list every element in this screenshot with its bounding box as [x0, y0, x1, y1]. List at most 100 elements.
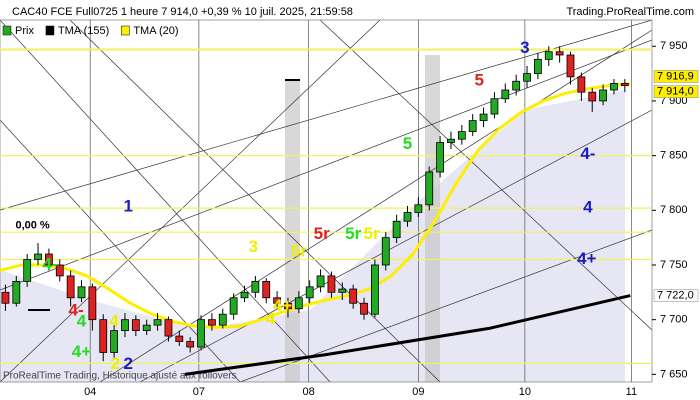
- candle-body: [251, 280, 260, 293]
- candle-body: [23, 259, 32, 282]
- candle-body: [34, 253, 42, 260]
- legend-label: TMA (20): [133, 25, 178, 37]
- annotation: 5r: [314, 224, 330, 243]
- candle-body: [55, 264, 64, 277]
- candle-body: [403, 212, 412, 222]
- annotation: 4+: [72, 342, 91, 361]
- annotation: 5r: [364, 224, 380, 243]
- x-tick-label: 04: [84, 386, 96, 398]
- price-badge-label: 7 916,9: [657, 70, 694, 82]
- chart-title: CAC40 FCE Full0725 1 heure 7 914,0 +0,39…: [12, 6, 353, 18]
- candle-body: [175, 335, 184, 342]
- candle-body: [523, 73, 531, 82]
- gap-band: [285, 80, 300, 382]
- annotation: 4+: [273, 296, 292, 315]
- candle-body: [436, 142, 445, 173]
- annotation: 0,00 %: [15, 220, 49, 232]
- candle-body: [468, 120, 477, 132]
- candle-body: [218, 313, 227, 326]
- annotation: 4: [583, 198, 593, 217]
- legend-label: TMA (155): [58, 25, 109, 37]
- indicator-line: [184, 294, 631, 376]
- candle-body: [360, 302, 368, 315]
- candle-body: [305, 286, 314, 299]
- annotation: 2: [123, 354, 132, 373]
- annotation: 4: [266, 309, 276, 328]
- legend-swatch: [121, 25, 130, 36]
- candle-body: [414, 204, 423, 213]
- y-tick-label: 7 650: [660, 368, 688, 380]
- price-badge-label: 7 722,0: [657, 290, 694, 302]
- annotation: 4: [77, 311, 87, 330]
- y-tick-label: 7 950: [660, 40, 688, 52]
- candle-body: [544, 51, 553, 60]
- candle-body: [316, 275, 325, 288]
- annotation: 4-: [42, 254, 57, 273]
- x-tick-label: 10: [519, 386, 531, 398]
- candle-body: [110, 330, 118, 353]
- candle-body: [425, 171, 434, 206]
- annotation: 4-: [580, 144, 595, 163]
- candle-body: [620, 83, 629, 87]
- annotation: 5: [403, 134, 412, 153]
- candle-body: [197, 319, 205, 348]
- annotation: 1: [123, 196, 132, 215]
- candle-body: [207, 319, 216, 326]
- candle-body: [610, 83, 618, 91]
- x-tick-label: 07: [193, 386, 205, 398]
- candle-body: [273, 297, 282, 304]
- candle-body: [599, 89, 607, 102]
- candle-body: [142, 324, 151, 331]
- source: Trading.ProRealTime.com: [566, 6, 694, 18]
- candle-body: [447, 138, 455, 143]
- candle-body: [577, 76, 586, 93]
- candle-body: [284, 302, 292, 310]
- y-tick-label: 7 750: [660, 259, 688, 271]
- candle-body: [121, 319, 129, 331]
- candle-body: [512, 80, 521, 91]
- candle-body: [240, 291, 249, 299]
- annotation: 3: [520, 38, 529, 57]
- candle-body: [88, 286, 97, 321]
- plot-frame: [0, 19, 653, 383]
- trend-lines: [0, 20, 652, 382]
- x-tick-label: 09: [412, 386, 424, 398]
- annotation: 3: [248, 237, 257, 256]
- legend-label: Prix: [15, 25, 34, 37]
- annotation: 2: [110, 354, 119, 373]
- price-badge: [653, 289, 699, 302]
- x-tick-label: 11: [626, 386, 637, 398]
- price-badge-label: 7 914,0: [657, 86, 694, 98]
- price-badge: [653, 70, 699, 83]
- annotation: 4+: [577, 249, 596, 268]
- candle-body: [153, 319, 162, 326]
- legend-swatch: [45, 25, 55, 36]
- candle-body: [77, 286, 86, 299]
- candle-body: [457, 131, 466, 140]
- candle-body: [566, 54, 575, 78]
- candle-body: [370, 264, 379, 315]
- candle-body: [45, 253, 53, 266]
- candle-body: [262, 280, 271, 299]
- plot: [0, 20, 652, 382]
- indicator-line: [0, 81, 631, 329]
- annotation: 5r: [345, 224, 361, 243]
- candle-body: [294, 297, 303, 310]
- candle-body: [131, 319, 140, 331]
- candle-body: [1, 291, 10, 304]
- candle-body: [490, 98, 499, 115]
- candle-body: [327, 275, 336, 293]
- annotation: 5r: [291, 241, 307, 260]
- candle-body: [12, 280, 21, 304]
- legend-swatch: [2, 25, 12, 36]
- y-tick-label: 7 850: [660, 150, 688, 162]
- candle-body: [66, 275, 75, 299]
- annotation: 5: [474, 71, 483, 90]
- candle-body: [338, 288, 347, 293]
- x-tick-label: 08: [302, 386, 314, 398]
- annotation: 4: [109, 311, 119, 330]
- candle-body: [99, 319, 108, 353]
- gap-band: [425, 55, 440, 382]
- candle-body: [534, 58, 542, 74]
